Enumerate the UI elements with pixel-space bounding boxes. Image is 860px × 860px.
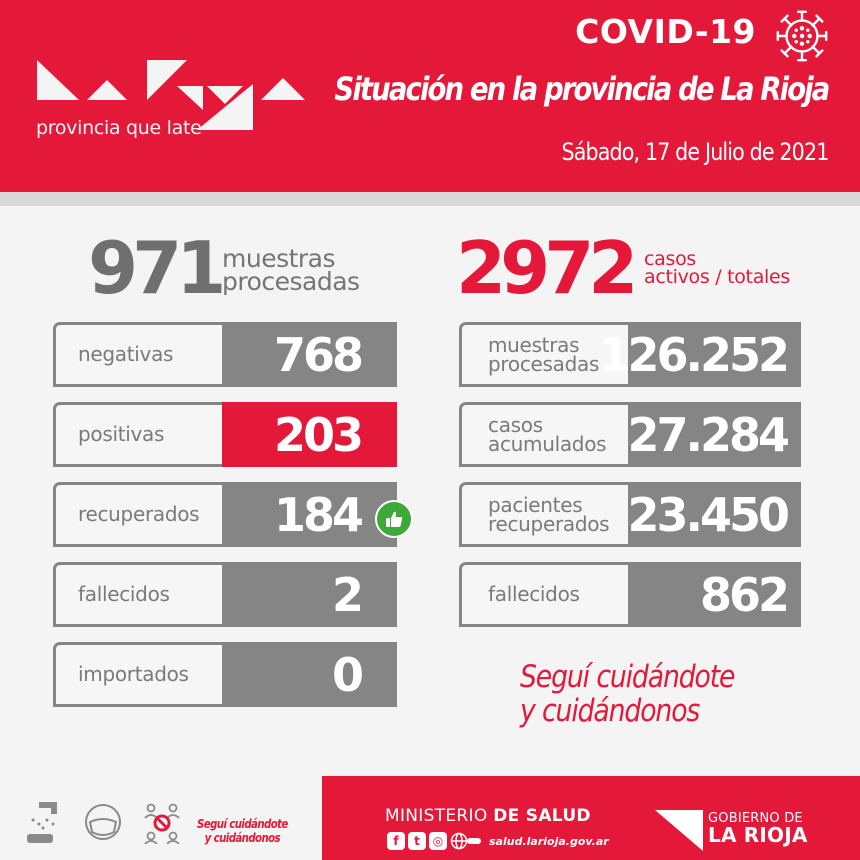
stat-label: importados <box>53 642 222 707</box>
slogan: Seguí cuidándote y cuidándonos <box>520 659 735 729</box>
label-line: pacientes <box>488 492 583 517</box>
gobierno-logo-icon <box>655 810 703 851</box>
stat-row-positivas: positivas 203 <box>53 402 397 467</box>
total-row-muestras: muestras procesadas 126.252 <box>459 322 801 387</box>
stat-value: 768 <box>222 322 397 387</box>
report-date: Sábado, 17 de Julio de 2021 <box>560 138 829 166</box>
stat-label: casos acumulados <box>459 402 628 467</box>
slogan-line: y cuidándonos <box>520 693 700 729</box>
stat-label: negativas <box>53 322 222 387</box>
label-line: recuperados <box>488 511 610 536</box>
stat-label: fallecidos <box>53 562 222 627</box>
thumbs-up-icon <box>375 500 413 538</box>
stat-row-fallecidos: fallecidos 2 <box>53 562 397 627</box>
slogan-line: y cuidándonos <box>204 831 281 845</box>
active-cases-total: 2972 <box>456 226 638 310</box>
ministry-bold: DE SALUD <box>493 806 591 826</box>
footer-slogan: Seguí cuidándote y cuidándonos <box>197 817 288 845</box>
facebook-icon[interactable]: f <box>387 832 405 850</box>
total-row-casos: casos acumulados 27.284 <box>459 402 801 467</box>
page-title: Situación en la provincia de La Rioja <box>333 70 830 108</box>
ministry-light: MINISTERIO <box>385 806 494 826</box>
active-cases-label: casos activos / totales <box>644 248 791 288</box>
label-line: procesadas <box>488 351 600 376</box>
total-row-recuperados: pacientes recuperados 23.450 <box>459 482 801 547</box>
website-link[interactable]: salud.larioja.gov.ar <box>489 834 609 848</box>
label-line: fallecidos <box>488 582 580 606</box>
label-line: procesadas <box>222 267 360 296</box>
daily-samples-label: muestras procesadas <box>222 244 360 296</box>
stat-row-negativas: negativas 768 <box>53 322 397 387</box>
stat-label: fallecidos <box>459 562 628 627</box>
slogan-line: Seguí cuidándote <box>197 817 288 831</box>
face-mask-icon <box>85 804 121 840</box>
logo-tagline: provincia que late <box>36 117 202 139</box>
stat-label: muestras procesadas <box>459 322 628 387</box>
label-line: casos <box>644 248 697 270</box>
ministry-name: MINISTERIO DE SALUD <box>385 806 591 826</box>
stat-value: 203 <box>222 402 397 467</box>
label-line: acumulados <box>488 431 607 456</box>
stat-row-importados: importados 0 <box>53 642 397 707</box>
prevention-icons <box>25 800 183 846</box>
header-divider <box>0 192 860 206</box>
label-line: casos <box>488 412 543 437</box>
social-links: f t ◎ salud.larioja.gov.ar <box>387 832 609 850</box>
label-line: activos / totales <box>644 266 791 288</box>
stat-value: 862 <box>628 562 801 627</box>
stat-label: recuperados <box>53 482 222 547</box>
label-line: muestras <box>488 332 580 357</box>
header-banner <box>0 0 860 192</box>
no-gathering-icon <box>144 803 180 844</box>
covid-title: COVID-19 <box>575 12 756 51</box>
instagram-icon[interactable]: ◎ <box>429 832 447 850</box>
slogan-line: Seguí cuidándote <box>520 659 735 695</box>
stat-row-recuperados: recuperados 184 <box>53 482 397 547</box>
gov-name-line1: GOBIERNO DE <box>708 811 803 826</box>
virus-icon <box>776 10 828 62</box>
stat-value: 184 <box>222 482 397 547</box>
stat-value: 126.252 <box>598 322 801 387</box>
stat-label: positivas <box>53 402 222 467</box>
label-line: muestras <box>222 244 336 273</box>
stat-value: 2 <box>222 562 397 627</box>
total-row-fallecidos: fallecidos 862 <box>459 562 801 627</box>
hand-washing-icon <box>27 802 57 843</box>
gov-name-line2: LA RIOJA <box>708 823 808 847</box>
globe-www-icon <box>450 832 481 850</box>
stat-value: 23.450 <box>627 482 801 547</box>
stat-value: 0 <box>222 642 397 707</box>
stat-label: pacientes recuperados <box>459 482 628 547</box>
stat-value: 27.284 <box>627 402 801 467</box>
daily-samples-total: 971 <box>88 226 226 310</box>
twitter-icon[interactable]: t <box>408 832 426 850</box>
la-rioja-logo-icon <box>37 60 305 130</box>
